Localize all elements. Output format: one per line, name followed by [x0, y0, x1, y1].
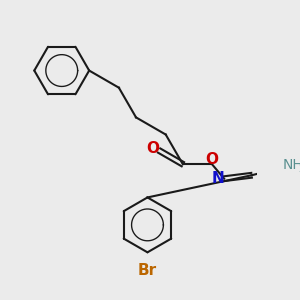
Text: Br: Br [138, 262, 157, 278]
Text: O: O [147, 141, 160, 156]
Text: N: N [212, 171, 224, 186]
Text: 2: 2 [298, 164, 300, 174]
Text: NH: NH [283, 158, 300, 172]
Text: O: O [206, 152, 218, 166]
